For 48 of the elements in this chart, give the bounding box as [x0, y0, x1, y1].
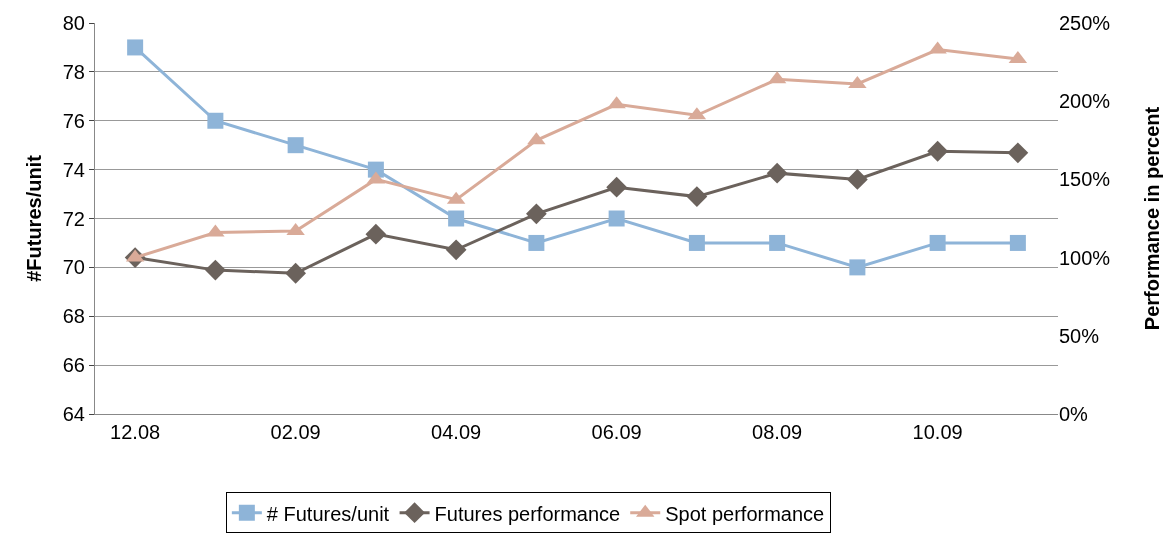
point: [927, 140, 949, 162]
x-tick-label: 02.09: [270, 421, 321, 443]
point: [769, 234, 786, 251]
y2-tick-label: 250%: [1059, 12, 1111, 34]
x-tick-label: 08.09: [752, 421, 803, 443]
point: [929, 234, 946, 251]
point: [285, 262, 307, 284]
y-tick-label: 70: [62, 256, 85, 279]
legend-label: Futures performance: [434, 502, 621, 525]
point: [204, 259, 226, 281]
point: [608, 210, 625, 227]
y2-tick-label: 150%: [1059, 168, 1111, 191]
point: [445, 239, 467, 261]
point: [287, 137, 304, 154]
y-axis-title: #Futures/unit: [23, 154, 46, 282]
x-tick-label: 04.09: [431, 421, 482, 443]
point: [766, 162, 788, 184]
x-tick-label: 10.09: [912, 421, 963, 443]
y2-tick-label: 200%: [1059, 90, 1111, 113]
point: [1009, 234, 1026, 251]
y2-tick-label: 0%: [1059, 403, 1089, 425]
y-tick-label: 68: [62, 305, 85, 328]
legend-label: # Futures/unit: [266, 502, 390, 525]
y-tick-label: 66: [62, 354, 85, 377]
y-tick-label: 78: [62, 60, 85, 83]
y-tick-label: 76: [62, 109, 85, 132]
point: [688, 234, 705, 251]
point: [127, 39, 144, 56]
legend-label: Spot performance: [665, 502, 825, 525]
point: [1007, 142, 1029, 164]
y-tick-label: 64: [62, 403, 85, 425]
point: [207, 112, 224, 129]
y2-tick-label: 50%: [1059, 324, 1100, 347]
point: [686, 186, 708, 207]
point: [448, 210, 465, 227]
point: [528, 234, 545, 251]
y-tick-label: 72: [62, 207, 85, 230]
point: [365, 223, 387, 245]
y-tick-label: 74: [62, 158, 85, 181]
y-tick-label: 80: [62, 12, 85, 34]
x-tick-label: 06.09: [591, 421, 642, 443]
point: [849, 259, 866, 276]
x-tick-label: 12.08: [110, 421, 161, 443]
point: [525, 203, 547, 225]
point: [606, 176, 628, 198]
y2-axis-title: Performance in percent: [1140, 106, 1163, 331]
y2-tick-label: 100%: [1059, 246, 1111, 269]
point: [846, 169, 868, 190]
